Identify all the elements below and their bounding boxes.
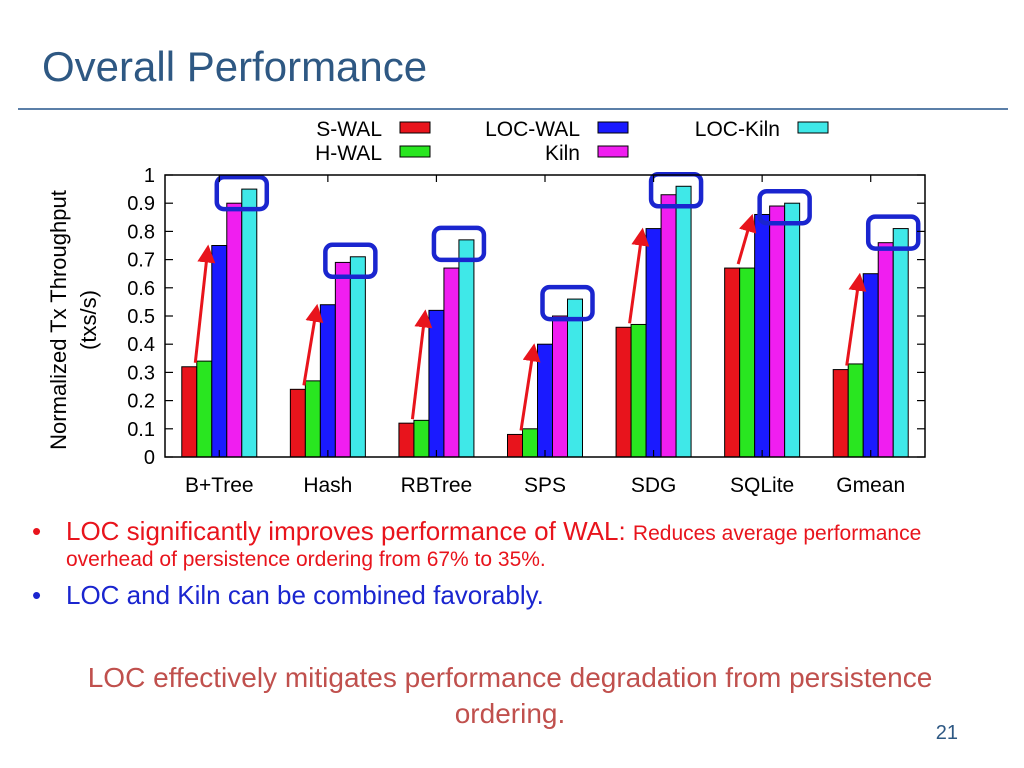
bar-loc-kiln [349,256,366,458]
bar-loc-wal [211,245,228,458]
bullet-main-text: LOC significantly improves performance o… [66,516,633,546]
legend-swatch [597,121,629,134]
improvement-arrow [302,303,324,386]
legend-label: Kiln [545,142,580,165]
y-tick-label: 0.3 [127,362,155,384]
bar-loc-wal [754,213,771,458]
chart-bars [181,185,909,458]
bar-s-wal [181,366,198,458]
bar-kiln [877,242,894,458]
highlight-box [431,225,487,263]
conclusion-text: LOC effectively mitigates performance de… [87,662,933,730]
highlight-box [214,174,270,212]
x-tick-label: SQLite [730,474,794,497]
y-axis-label-line-1: Normalized Tx Throughput [46,190,71,450]
bar-loc-wal [862,273,879,458]
bar-h-wal [847,363,864,458]
chart-axes: 0 0.1 0.2 0.3 0.4 0.5 0.6 0.7 0.8 0.9 1 B+Tree Hash R… [127,165,926,497]
x-tick-label: B+Tree [185,474,254,497]
y-tick-label: 0.9 [127,193,155,215]
legend-swatch [597,145,629,158]
bullet-list: • LOC significantly improves performance… [32,516,1012,612]
x-tick-label: RBTree [401,474,473,497]
bullet-dot-icon: • [32,516,42,546]
bar-h-wal [304,380,321,458]
y-tick-label: 0.4 [127,334,155,356]
x-tick-label: SDG [631,474,677,497]
y-axis-label: Normalized Tx Throughput (txs/s) [46,190,101,450]
y-tick-label: 0.5 [127,306,155,328]
y-tick-label: 1 [144,165,155,187]
bar-kiln [552,315,568,458]
bar-loc-wal [537,343,553,458]
bar-kiln [226,202,243,458]
bar-h-wal [630,323,647,458]
bar-s-wal [289,388,306,458]
chart-legend: S-WAL LOC-WAL LOC-Kiln H-WAL Kiln [315,118,829,165]
bar-s-wal [724,267,741,458]
highlight-box [540,284,595,322]
bar-loc-kiln [567,298,583,458]
legend-label: H-WAL [315,142,382,165]
legend-swatch [399,121,431,134]
bullet-dot-icon: • [32,580,42,611]
y-axis-label-line-2: (txs/s) [76,290,101,350]
x-tick-label: Hash [303,474,352,497]
bar-loc-kiln [675,185,692,458]
highlight-box [757,188,812,226]
bar-kiln [660,194,677,458]
improvement-arrow [845,272,867,366]
y-tick-label: 0.8 [127,221,155,243]
bar-s-wal [832,369,849,458]
legend-label: LOC-WAL [485,118,580,141]
highlight-box [865,214,921,251]
bar-s-wal [615,326,632,458]
throughput-bar-chart: S-WAL LOC-WAL LOC-Kiln H-WAL Kiln Normalized… [46,118,926,497]
bullet-item-loc-improves: • LOC significantly improves performance… [32,516,1012,572]
bar-kiln [443,267,460,458]
bar-loc-kiln [892,228,909,458]
bullet-main-text: LOC and Kiln can be combined favorably. [66,580,544,611]
highlight-box [323,242,378,280]
bar-h-wal [522,428,538,458]
bar-loc-wal [428,309,445,458]
bar-kiln [769,205,786,458]
bar-s-wal [507,433,523,458]
bar-loc-kiln [241,188,258,458]
y-tick-label: 0.7 [127,250,155,272]
title-divider [18,108,1008,110]
legend-label: S-WAL [316,118,382,141]
page-number: 21 [935,722,958,744]
bar-h-wal [413,419,430,458]
bar-loc-kiln [458,239,475,458]
chart-annotations [193,172,921,431]
improvement-arrow [628,227,650,324]
bullet-item-loc-kiln: • LOC and Kiln can be combined favorably… [32,580,1012,611]
y-tick-label: 0.2 [127,391,155,413]
x-tick-label: SPS [524,474,566,497]
bar-kiln [334,261,351,458]
improvement-arrow [410,309,433,420]
legend-label: LOC-Kiln [695,118,780,141]
bar-h-wal [196,360,213,458]
bar-loc-kiln [784,202,801,458]
bullet-sub-text: Reduces average performance overhead of … [66,522,922,572]
improvement-arrow [519,343,541,431]
bar-loc-wal [319,304,336,458]
y-tick-label: 0 [144,447,155,469]
legend-swatch [797,121,829,134]
y-tick-label: 0.1 [127,419,155,441]
x-tick-label: Gmean [836,474,905,497]
bar-s-wal [398,422,415,458]
improvement-arrow [193,244,216,363]
legend-swatch [399,145,431,158]
improvement-arrow [736,213,757,265]
bar-loc-wal [645,228,662,458]
slide-title: Overall Performance [42,43,428,90]
bar-h-wal [739,267,756,458]
y-tick-label: 0.6 [127,278,155,300]
